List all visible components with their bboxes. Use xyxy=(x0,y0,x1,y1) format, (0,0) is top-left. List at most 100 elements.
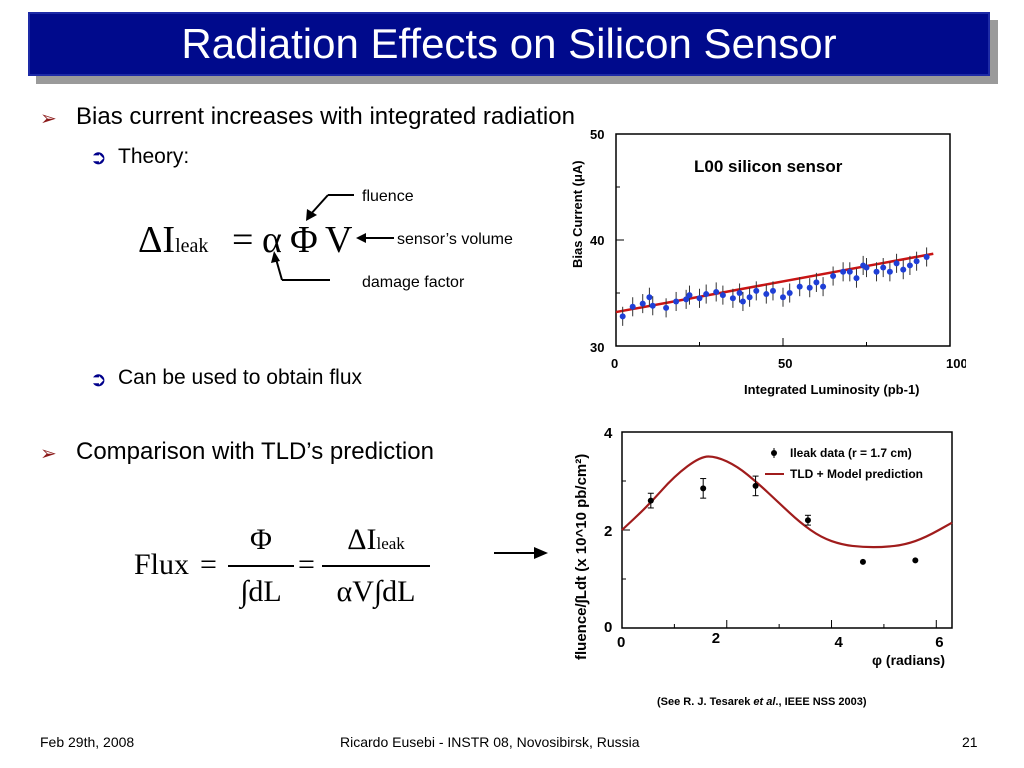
chart1-data-point xyxy=(923,253,930,260)
chart1-data-point xyxy=(663,304,670,311)
chart1-xlabel: Integrated Luminosity (pb-1) xyxy=(744,382,920,397)
footer-page-number: 21 xyxy=(962,734,978,750)
chart1-data-point xyxy=(713,288,720,295)
chart1-data-point xyxy=(739,298,746,305)
chart1-data-point xyxy=(900,266,907,273)
chart1-data-point xyxy=(769,287,776,294)
chart1-data-point xyxy=(763,291,770,298)
chart1-data-point xyxy=(893,260,900,267)
chart1-data-point xyxy=(753,287,760,294)
bullet-bias-current: Bias current increases with integrated r… xyxy=(76,103,575,130)
chart1-data-point xyxy=(846,268,853,275)
chart1-data-point xyxy=(786,290,793,296)
chart1-data-point xyxy=(686,292,693,299)
delta-i: ΔI xyxy=(138,219,176,261)
chart2-ytick-label: 4 xyxy=(604,425,613,442)
leak-subscript: leak xyxy=(175,235,209,257)
chart1-ytick-label: 50 xyxy=(590,127,604,142)
citation-suffix: ., IEEE NSS 2003) xyxy=(775,696,867,708)
chart2-data-point xyxy=(912,557,919,564)
chart1-data-point xyxy=(629,303,636,310)
formula-num-delta-i: ΔIleak xyxy=(322,523,430,557)
chart1-frame xyxy=(615,133,951,347)
chart1-data-point xyxy=(806,284,813,291)
chart2-xtick-label: 2 xyxy=(712,630,720,647)
formula-alpha: α xyxy=(262,219,282,261)
chart1-data-point xyxy=(683,296,690,303)
chart2-data-point xyxy=(700,485,707,492)
citation-prefix: (See R. J. Tesarek xyxy=(657,696,754,708)
bullet-tld-comparison: Comparison with TLD’s prediction xyxy=(76,438,434,465)
num-delta-i: ΔI xyxy=(347,523,377,556)
formula-delta-i: ΔIleak xyxy=(138,218,208,262)
chart2-data-point xyxy=(804,517,811,524)
chart1-data-point xyxy=(880,264,887,271)
chart1-xtick-label: 100 xyxy=(946,356,966,371)
chart2-ylabel: fluence/∫Ldt (x 10^10 pb/cm²) xyxy=(573,454,590,660)
chart2-data-point xyxy=(859,558,866,565)
chart1-data-point xyxy=(639,300,646,307)
label-sensor-volume: sensor’s volume xyxy=(397,231,513,248)
footer-date: Feb 29th, 2008 xyxy=(40,734,135,750)
chart1-ytick-label: 30 xyxy=(590,340,604,355)
chart1-ylabel: Bias Current (μA) xyxy=(570,160,585,268)
chart1-data-point xyxy=(646,294,653,301)
chart1-data-point xyxy=(619,313,626,320)
sub-bullet-theory: Theory: xyxy=(118,145,190,168)
chart2-xtick-label: 6 xyxy=(935,634,943,651)
chart2-ytick-label: 2 xyxy=(604,523,612,540)
chart-bias-current: L00 silicon sensor Bias Current (μA) Int… xyxy=(570,127,966,397)
chart1-data-point xyxy=(820,283,827,290)
formula-phi: Φ xyxy=(290,219,318,261)
chart1-data-point xyxy=(830,273,837,280)
chart2-legend: Ileak data (r = 1.7 cm) TLD + Model pred… xyxy=(765,446,923,481)
chart1-data-point xyxy=(696,295,703,302)
slide-title: Radiation Effects on Silicon Sensor xyxy=(181,20,837,67)
legend-point-marker xyxy=(771,450,777,456)
chart2-frame xyxy=(621,431,953,629)
formula-annotation-arrows xyxy=(271,194,394,281)
formula-equals-2: = xyxy=(298,548,315,581)
chart1-data-point xyxy=(649,302,656,309)
chart2-data-point xyxy=(647,497,654,504)
sub-bullet-arrow-icon: ➲ xyxy=(90,369,107,391)
formula-v: V xyxy=(325,219,353,261)
legend-model-label: TLD + Model prediction xyxy=(790,467,923,481)
chart1-data-point xyxy=(780,294,786,301)
chart1-data-point xyxy=(913,258,920,265)
chart1-data-point xyxy=(863,264,870,271)
chart2-xtick-label: 0 xyxy=(617,634,625,651)
title-bar xyxy=(28,12,990,76)
arrow-to-phi-icon xyxy=(306,194,354,221)
bullet-caret-icon: ➢ xyxy=(40,108,57,130)
label-fluence: fluence xyxy=(362,188,414,205)
chart2-model-curve xyxy=(621,455,953,549)
chart1-data-point xyxy=(703,291,710,298)
chart1-data-point xyxy=(853,275,860,282)
fraction-bar-2 xyxy=(322,565,430,567)
bullet-caret-icon: ➢ xyxy=(40,443,57,465)
fraction-bar-1 xyxy=(228,565,294,567)
formula-flux: Flux xyxy=(134,548,190,581)
chart1-data-point xyxy=(736,290,743,296)
chart1-data-point xyxy=(729,295,736,302)
chart1-data-point xyxy=(673,298,680,305)
chart1-data-point xyxy=(813,279,820,286)
formula-den-alpha-v-dl: αV∫dL xyxy=(336,575,416,608)
formula-den-dl: ∫dL xyxy=(240,575,282,608)
chart1-title: L00 silicon sensor xyxy=(694,157,843,176)
label-damage-factor: damage factor xyxy=(362,274,465,291)
formula-equals-1: = xyxy=(200,548,217,581)
legend-data-label: Ileak data (r = 1.7 cm) xyxy=(790,446,912,460)
chart2-data-point xyxy=(752,482,759,489)
chart2-xtick-label: 4 xyxy=(835,634,844,651)
chart1-data-point xyxy=(796,283,803,290)
chart1-ytick-label: 40 xyxy=(590,233,604,248)
chart2-ytick-label: 0 xyxy=(604,619,612,636)
footer-author: Ricardo Eusebi - INSTR 08, Novosibirsk, … xyxy=(340,734,640,750)
num-leak-subscript: leak xyxy=(376,534,405,553)
chart1-data-point xyxy=(873,268,880,275)
chart1-data-point xyxy=(906,262,913,269)
chart1-fit-line xyxy=(615,252,934,314)
sub-bullet-flux: Can be used to obtain flux xyxy=(118,366,363,389)
